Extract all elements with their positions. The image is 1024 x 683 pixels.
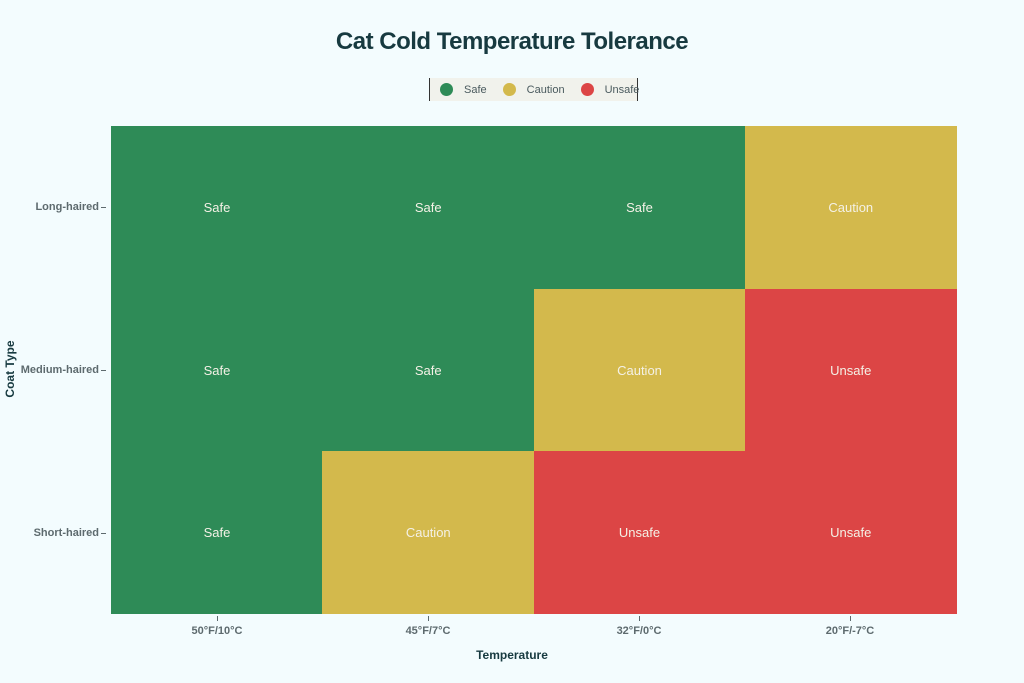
y-tick-short-haired: Short-haired	[34, 527, 106, 539]
x-tick-50f: 50°F/10°C	[157, 616, 277, 637]
heatmap-cell[interactable]: Safe	[322, 288, 535, 452]
legend-dot-icon	[502, 83, 516, 96]
x-tick-label: 20°F/-7°C	[825, 625, 875, 637]
heatmap-cell[interactable]: Unsafe	[744, 288, 957, 452]
heatmap-cell[interactable]: Safe	[111, 126, 323, 289]
legend-item-unsafe[interactable]: Unsafe	[580, 83, 640, 96]
y-tick-label: Long-haired	[35, 201, 99, 213]
legend-dot-icon	[440, 83, 453, 96]
legend-label: Caution	[526, 83, 565, 96]
x-axis-label: Temperature	[476, 648, 548, 662]
heatmap-cell[interactable]: Caution	[744, 126, 957, 289]
legend-label: Safe	[464, 83, 487, 96]
x-tick-32f: 32°F/0°C	[579, 616, 699, 637]
y-tick-long-haired: Long-haired	[35, 201, 106, 213]
legend: Safe Caution Unsafe	[429, 78, 640, 101]
heatmap-cell[interactable]: Safe	[111, 451, 323, 615]
legend-label: Unsafe	[604, 83, 640, 96]
heatmap-plot: Safe Safe Safe Caution Safe Safe Caution Unsafe…	[111, 126, 957, 615]
x-tick-20f: 20°F/-7°C	[790, 616, 910, 637]
heatmap-cell[interactable]: Unsafe	[533, 451, 746, 615]
legend-item-caution[interactable]: Caution	[502, 83, 565, 96]
y-axis-label: Coat Type	[3, 340, 17, 398]
legend-dot-icon	[580, 83, 594, 96]
heatmap-cell[interactable]: Unsafe	[744, 451, 957, 615]
chart-title: Cat Cold Temperature Tolerance	[335, 28, 689, 55]
heatmap-cell[interactable]: Caution	[322, 451, 535, 615]
y-tick-label: Medium-haired	[20, 364, 99, 376]
y-tick-medium-haired: Medium-haired	[21, 364, 106, 376]
x-tick-label: 32°F/0°C	[616, 625, 662, 637]
heatmap-cell[interactable]: Caution	[533, 288, 746, 452]
x-tick-label: 45°F/7°C	[405, 625, 451, 637]
x-tick-label: 50°F/10°C	[191, 625, 243, 637]
heatmap-cell[interactable]: Safe	[322, 126, 535, 289]
heatmap-cell[interactable]: Safe	[533, 126, 746, 289]
y-tick-label: Short-haired	[33, 527, 99, 539]
legend-item-safe[interactable]: Safe	[440, 83, 487, 96]
heatmap-cell[interactable]: Safe	[111, 288, 323, 452]
x-tick-45f: 45°F/7°C	[368, 616, 488, 637]
